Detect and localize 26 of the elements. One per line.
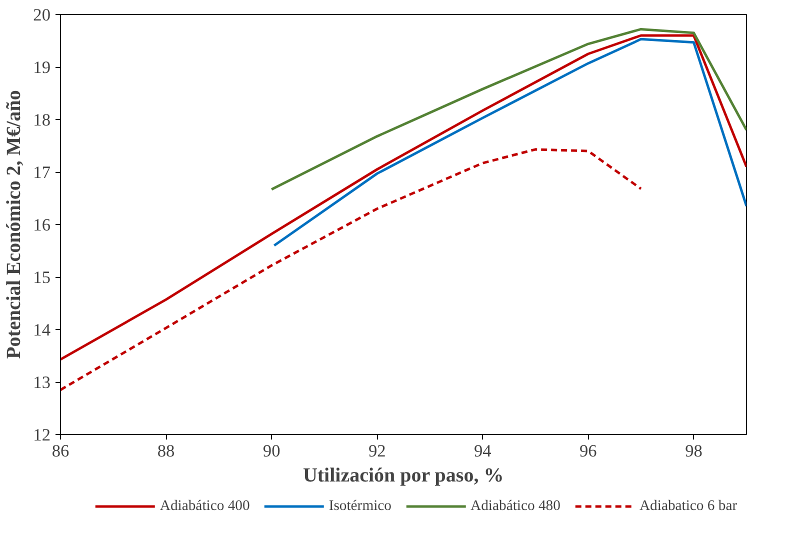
- y-tick-label: 15: [33, 268, 50, 287]
- legend-label: Isotérmico: [328, 498, 392, 514]
- line-series: [272, 38, 746, 247]
- line-series: [270, 28, 746, 191]
- y-tick-label: 17: [33, 163, 51, 182]
- y-tick-label: 20: [33, 6, 50, 24]
- y-tick-label: 16: [33, 216, 51, 234]
- x-tick-label: 96: [580, 442, 598, 460]
- x-tick-label: 88: [157, 442, 175, 460]
- y-axis-title: Potencial Económico 2, M€/año: [3, 90, 26, 359]
- x-tick-label: 94: [474, 442, 492, 460]
- line-series: [60, 34, 746, 361]
- legend-label: Adiabatico 6 bar: [639, 498, 738, 514]
- x-axis-title: Utilización por paso, %: [302, 464, 504, 486]
- legend-label: Adiabático 400: [160, 498, 250, 514]
- x-tick-label: 90: [262, 442, 280, 460]
- line-series: [60, 148, 642, 392]
- y-tick-label: 18: [33, 110, 50, 130]
- x-tick-label: 86: [52, 442, 70, 460]
- y-tick-label: 13: [33, 373, 50, 392]
- x-tick-label: 98: [685, 442, 702, 460]
- y-tick-label: 12: [33, 426, 50, 444]
- y-tick-label: 14: [33, 320, 51, 340]
- legend-label: Adiabático 480: [470, 498, 560, 514]
- y-tick-label: 19: [33, 58, 50, 77]
- x-tick-label: 92: [368, 442, 386, 460]
